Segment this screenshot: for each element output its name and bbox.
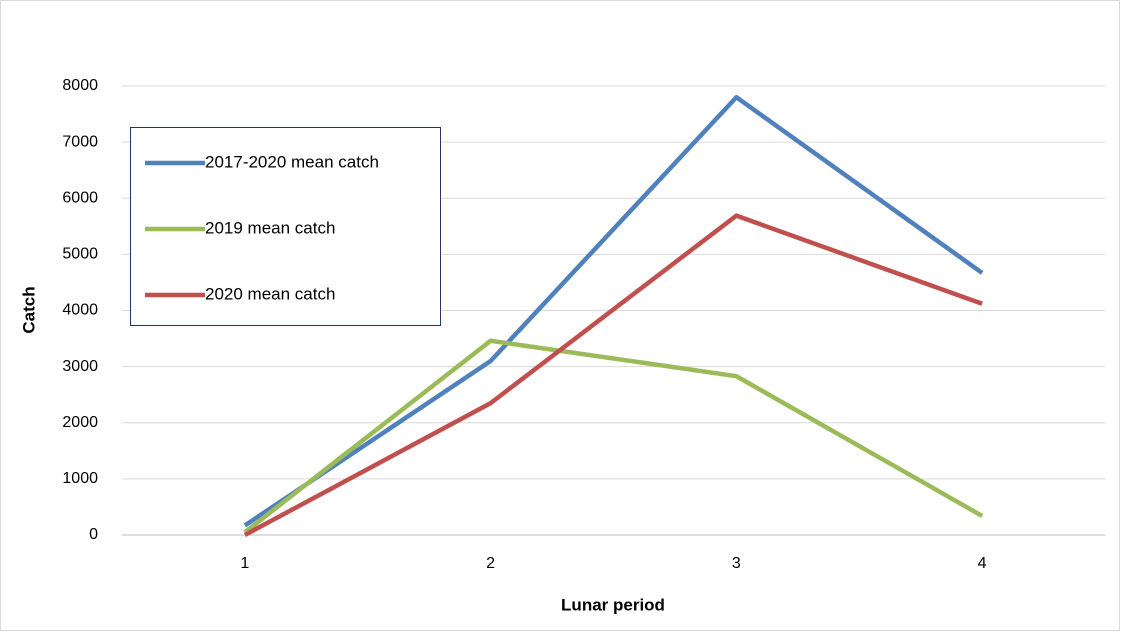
legend: 2017-2020 mean catch 2019 mean catch 2020 … — [130, 127, 441, 326]
series-line — [243, 94, 984, 528]
y-tick-label: 5000 — [62, 246, 98, 263]
legend-label: 2020 mean catch — [205, 284, 335, 303]
x-tick-label: 3 — [732, 555, 741, 572]
x-tick-label: 2 — [486, 555, 495, 572]
x-axis-title: Lunar period — [561, 595, 665, 614]
y-tick-label: 1000 — [62, 470, 98, 487]
legend-label: 2019 mean catch — [205, 218, 335, 237]
y-tick-label: 6000 — [62, 189, 98, 206]
legend-box — [130, 127, 441, 326]
y-tick-label: 2000 — [62, 414, 98, 431]
x-tick-label: 4 — [978, 555, 987, 572]
y-axis-title: Catch — [19, 286, 38, 333]
series-line — [243, 213, 983, 537]
y-tick-label: 3000 — [62, 358, 98, 375]
y-tick-label: 7000 — [62, 133, 98, 150]
x-tick-label: 1 — [240, 555, 249, 572]
y-tick-label: 4000 — [62, 302, 98, 319]
legend-label: 2017-2020 mean catch — [205, 152, 379, 171]
y-tick-label: 0 — [89, 526, 98, 543]
y-tick-label: 8000 — [62, 77, 98, 94]
series-line — [243, 338, 984, 534]
